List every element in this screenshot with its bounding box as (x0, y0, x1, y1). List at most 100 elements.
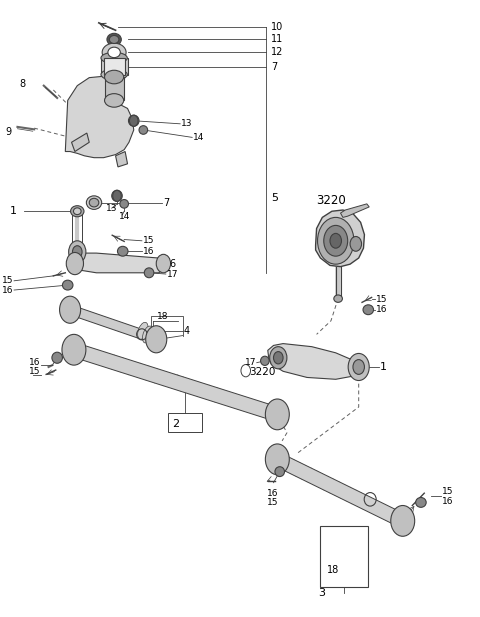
Circle shape (69, 241, 86, 263)
Ellipse shape (143, 326, 153, 343)
Ellipse shape (102, 43, 126, 62)
Ellipse shape (89, 198, 99, 207)
Ellipse shape (73, 208, 81, 215)
Text: 14: 14 (193, 133, 204, 142)
Circle shape (72, 246, 82, 258)
Text: 4: 4 (184, 326, 190, 336)
Ellipse shape (101, 69, 127, 80)
Ellipse shape (275, 466, 285, 476)
Bar (168, 413, 202, 432)
Text: 16: 16 (267, 489, 278, 498)
Ellipse shape (144, 268, 154, 278)
Polygon shape (101, 58, 128, 75)
Text: 17: 17 (245, 358, 256, 366)
Text: 18: 18 (157, 312, 168, 321)
Ellipse shape (107, 33, 121, 46)
Circle shape (330, 233, 341, 248)
Circle shape (62, 334, 86, 365)
Polygon shape (340, 204, 369, 217)
Bar (321, 526, 368, 587)
Circle shape (270, 347, 287, 369)
Polygon shape (72, 253, 166, 273)
Text: 16: 16 (29, 358, 41, 366)
Text: 5: 5 (271, 193, 278, 203)
Ellipse shape (101, 52, 127, 64)
Ellipse shape (86, 196, 102, 209)
Circle shape (60, 296, 81, 323)
Bar (152, 316, 182, 331)
Text: 8: 8 (19, 79, 25, 89)
Circle shape (318, 217, 354, 264)
Text: 15: 15 (267, 498, 278, 507)
Text: 16: 16 (442, 497, 454, 506)
Ellipse shape (363, 305, 373, 315)
Ellipse shape (120, 199, 129, 208)
Circle shape (391, 505, 415, 536)
Ellipse shape (334, 295, 342, 302)
Text: 7: 7 (163, 197, 169, 207)
Text: 3220: 3220 (317, 194, 347, 207)
Circle shape (156, 254, 170, 273)
Text: 7: 7 (271, 62, 277, 72)
Text: 12: 12 (271, 48, 284, 57)
Text: 18: 18 (327, 565, 339, 575)
Text: 16: 16 (143, 247, 155, 256)
Text: 15: 15 (1, 276, 13, 285)
Circle shape (274, 352, 283, 364)
Text: 1: 1 (10, 206, 17, 216)
Text: 15: 15 (442, 487, 454, 496)
Ellipse shape (416, 497, 426, 507)
Text: 13: 13 (106, 204, 118, 213)
Circle shape (324, 225, 348, 256)
Text: 3: 3 (318, 588, 325, 598)
Ellipse shape (138, 322, 148, 339)
Polygon shape (268, 344, 359, 379)
Text: 11: 11 (271, 35, 283, 44)
Ellipse shape (109, 35, 119, 43)
Text: 15: 15 (143, 236, 155, 246)
Ellipse shape (118, 246, 128, 256)
Circle shape (348, 354, 369, 381)
Text: 14: 14 (120, 212, 131, 221)
Circle shape (113, 190, 121, 201)
Text: 10: 10 (271, 22, 283, 31)
Text: 6: 6 (169, 259, 175, 268)
Text: 3220: 3220 (250, 367, 276, 377)
Text: 9: 9 (5, 127, 12, 137)
Ellipse shape (71, 205, 84, 217)
Polygon shape (105, 77, 124, 101)
Ellipse shape (62, 280, 73, 290)
Ellipse shape (112, 190, 122, 201)
Text: 1: 1 (380, 362, 387, 372)
Circle shape (353, 360, 364, 375)
Ellipse shape (147, 329, 157, 347)
Circle shape (265, 444, 289, 474)
Text: 17: 17 (167, 270, 178, 278)
Text: 15: 15 (29, 367, 41, 376)
Ellipse shape (139, 126, 148, 135)
Ellipse shape (108, 47, 120, 57)
Polygon shape (104, 58, 125, 75)
Text: 13: 13 (181, 119, 192, 128)
Ellipse shape (261, 356, 269, 365)
Ellipse shape (105, 94, 124, 107)
Ellipse shape (129, 115, 139, 126)
Ellipse shape (52, 352, 62, 363)
Circle shape (146, 326, 167, 353)
Polygon shape (116, 152, 128, 167)
Circle shape (350, 236, 361, 251)
Polygon shape (276, 452, 405, 528)
Text: 16: 16 (1, 286, 13, 294)
Polygon shape (72, 342, 279, 421)
Polygon shape (316, 210, 364, 267)
Text: 2: 2 (172, 419, 179, 429)
Text: 15: 15 (376, 295, 388, 304)
Polygon shape (72, 133, 89, 152)
Ellipse shape (105, 70, 124, 84)
Circle shape (66, 252, 84, 275)
Circle shape (130, 115, 138, 126)
Text: 16: 16 (376, 305, 388, 314)
Circle shape (265, 399, 289, 430)
Polygon shape (65, 76, 134, 158)
Polygon shape (69, 305, 157, 344)
